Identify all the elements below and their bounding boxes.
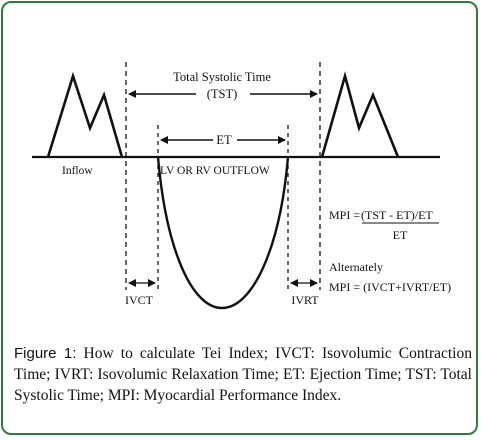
figure-caption: Figure 1: How to calculate Tei Index; IV…: [14, 343, 472, 406]
tst-label: Total Systolic Time: [173, 70, 271, 84]
caption-text: How to calculate Tei Index; IVCT: Isovol…: [14, 345, 472, 404]
et-label: ET: [216, 133, 232, 147]
inflow-wave-left: [46, 71, 124, 158]
mpi-denominator: ET: [393, 228, 408, 242]
caption-label: Figure 1:: [14, 345, 77, 362]
ivrt-label: IVRT: [291, 293, 319, 307]
figure-frame: [1, 1, 478, 435]
mpi-prefix: MPI =: [329, 208, 360, 222]
inflow-wave-right: [320, 71, 400, 158]
tei-index-diagram: Total Systolic Time (TST) ET Inflow LV O…: [32, 62, 451, 310]
mpi-numerator: (TST - ET)/ET: [361, 208, 433, 222]
ivct-label: IVCT: [125, 293, 154, 307]
tst-abbr: (TST): [207, 87, 238, 101]
outflow-curve: [156, 156, 290, 310]
mpi-alt-formula: MPI = (IVCT+IVRT/ET): [329, 280, 451, 294]
inflow-label: Inflow: [62, 165, 93, 177]
outflow-label: LV OR RV OUTFLOW: [160, 165, 270, 177]
alternately-label: Alternately: [329, 260, 383, 274]
